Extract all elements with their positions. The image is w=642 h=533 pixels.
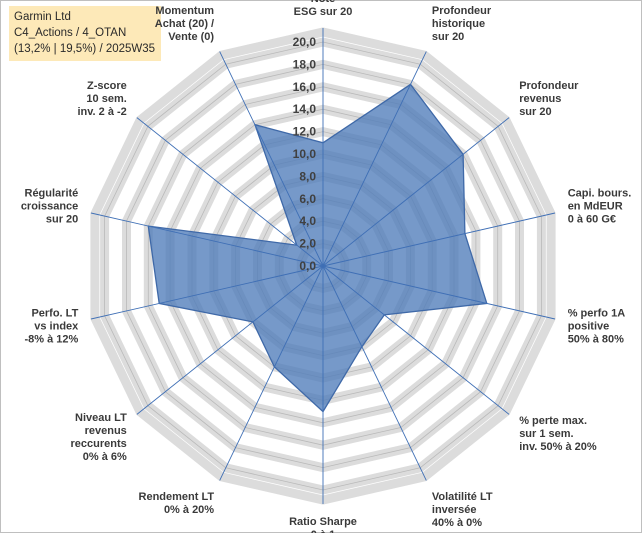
- axis-label-line: Rendement LT: [139, 491, 215, 503]
- spoke-4: [322, 212, 556, 267]
- axis-label-line: sur 20: [46, 214, 78, 226]
- axis-label-9: Rendement LT0% à 20%: [139, 491, 215, 516]
- tick-label-0: 0,0: [299, 259, 316, 273]
- axis-label-line: 50% à 80%: [568, 333, 624, 345]
- axis-label-line: Profondeur: [519, 80, 579, 92]
- spoke-12: [90, 212, 324, 267]
- tick-label-7: 14,0: [293, 102, 317, 116]
- spoke-5: [322, 265, 556, 320]
- spoke-3: [322, 117, 510, 267]
- chart-title-box: Garmin Ltd C4_Actions / 4_OTAN (13,2% | …: [9, 6, 162, 61]
- axis-label-line: 0% à 20%: [164, 504, 214, 516]
- axis-label-line: Vente (0): [168, 31, 214, 43]
- axis-label-line: historique: [432, 18, 485, 30]
- radar-spokes: [90, 28, 556, 504]
- axis-label-line: Régularité: [25, 188, 79, 200]
- tick-label-10: 20,0: [293, 35, 317, 49]
- company-name: Garmin Ltd: [14, 11, 71, 23]
- axis-label-line: vs index: [34, 320, 79, 332]
- axis-label-line: Z-score: [87, 80, 127, 92]
- axis-label-line: revenus: [85, 425, 127, 437]
- spoke-7: [322, 265, 427, 481]
- spoke-10: [136, 265, 324, 415]
- tick-label-3: 6,0: [299, 192, 316, 206]
- axis-label-line: 0 à 1: [311, 529, 335, 533]
- axis-label-line: Note: [311, 0, 335, 5]
- tick-label-5: 10,0: [293, 147, 317, 161]
- axis-label-line: % perfo 1A: [568, 307, 626, 319]
- axis-label-line: reccurents: [71, 438, 127, 450]
- axis-label-line: ESG sur 20: [294, 6, 353, 18]
- axis-label-line: Capi. bours.: [568, 188, 632, 200]
- axis-label-line: inv. 2 à -2: [77, 106, 126, 118]
- axis-label-line: sur 20: [432, 31, 464, 43]
- axis-label-line: Momentum: [155, 5, 214, 17]
- axis-label-line: revenus: [519, 93, 561, 105]
- axis-label-line: Profondeur: [432, 5, 492, 17]
- axis-label-6: % perte max.sur 1 sem.inv. 50% à 20%: [519, 415, 597, 453]
- axis-label-line: positive: [568, 320, 610, 332]
- axis-label-line: 0% à 6%: [83, 451, 127, 463]
- tick-label-6: 12,0: [293, 125, 317, 139]
- spoke-2: [322, 51, 427, 267]
- spoke-11: [90, 265, 324, 320]
- spoke-14: [219, 51, 324, 267]
- spoke-9: [219, 265, 324, 481]
- axis-label-line: inv. 50% à 20%: [519, 441, 597, 453]
- axis-label-line: 0 à 60 G€: [568, 214, 616, 226]
- axis-label-line: 40% à 0%: [432, 517, 482, 529]
- axis-label-1: NoteESG sur 20: [294, 0, 353, 18]
- axis-label-line: % perte max.: [519, 415, 587, 427]
- axis-label-line: inversée: [432, 504, 477, 516]
- axis-label-line: Achat (20) /: [155, 18, 214, 30]
- axis-label-line: croissance: [21, 201, 78, 213]
- axis-label-line: en MdEUR: [568, 201, 623, 213]
- axis-label-line: sur 20: [519, 106, 551, 118]
- axis-label-line: 10 sem.: [86, 93, 126, 105]
- tick-label-4: 8,0: [299, 169, 316, 183]
- portfolio-label: C4_Actions / 4_OTAN: [14, 27, 127, 39]
- axis-label-line: Niveau LT: [75, 412, 127, 424]
- axis-label-line: Ratio Sharpe: [289, 516, 357, 528]
- tick-label-1: 2,0: [299, 237, 316, 251]
- spoke-13: [136, 117, 324, 267]
- axis-label-8: Ratio Sharpe0 à 1: [289, 516, 357, 533]
- tick-label-8: 16,0: [293, 80, 317, 94]
- radar-tick-labels: 0,0 2,0 4,0 6,0 8,0 10,0 12,0 14,0 16,0 18,0 20,0: [293, 35, 317, 273]
- spoke-6: [322, 265, 510, 415]
- axis-label-line: -8% à 12%: [24, 333, 78, 345]
- performance-summary: (13,2% | 19,5%) / 2025W35: [14, 43, 156, 55]
- axis-label-line: sur 1 sem.: [519, 428, 573, 440]
- tick-label-9: 18,0: [293, 57, 317, 71]
- tick-label-2: 4,0: [299, 214, 316, 228]
- axis-label-line: Perfo. LT: [31, 307, 78, 319]
- axis-label-line: Volatilité LT: [432, 491, 493, 503]
